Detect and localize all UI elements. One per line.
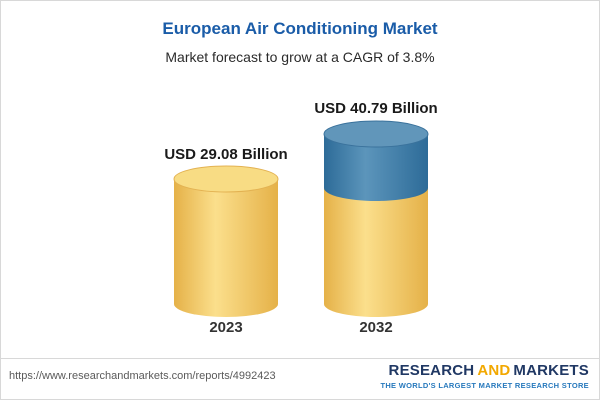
bar-2032-blue-segment bbox=[324, 134, 428, 201]
value-label-2023: USD 29.08 Billion bbox=[164, 146, 287, 163]
bar-2023-top bbox=[173, 165, 279, 193]
bar-2023 bbox=[173, 165, 279, 317]
logo-word-research: RESEARCH bbox=[388, 362, 475, 379]
category-label-2023: 2023 bbox=[209, 319, 242, 336]
report-url-link[interactable]: https://www.researchandmarkets.com/repor… bbox=[9, 370, 276, 382]
chart-title: European Air Conditioning Market bbox=[162, 19, 438, 38]
logo-wordmark: RESEARCH AND MARKETS bbox=[380, 362, 589, 380]
chart-subtitle: Market forecast to grow at a CAGR of 3.8… bbox=[165, 49, 435, 65]
cylinder-bar-chart: USD 29.08 Billion USD 40.79 Billion 2023… bbox=[164, 100, 437, 336]
logo-word-and: AND bbox=[477, 362, 511, 379]
bar-2032 bbox=[323, 120, 429, 317]
bar-2032-top bbox=[323, 120, 429, 148]
value-label-2032: USD 40.79 Billion bbox=[314, 100, 437, 117]
researchandmarkets-logo: RESEARCH AND MARKETS THE WORLD'S LARGEST M… bbox=[380, 362, 589, 390]
logo-tagline: THE WORLD'S LARGEST MARKET RESEARCH STOR… bbox=[380, 380, 589, 390]
footer-divider bbox=[1, 358, 599, 359]
logo-word-markets: MARKETS bbox=[513, 362, 589, 379]
bar-2032-yellow-segment bbox=[324, 184, 428, 317]
category-label-2032: 2032 bbox=[359, 319, 392, 336]
bar-2023-body bbox=[174, 179, 278, 317]
